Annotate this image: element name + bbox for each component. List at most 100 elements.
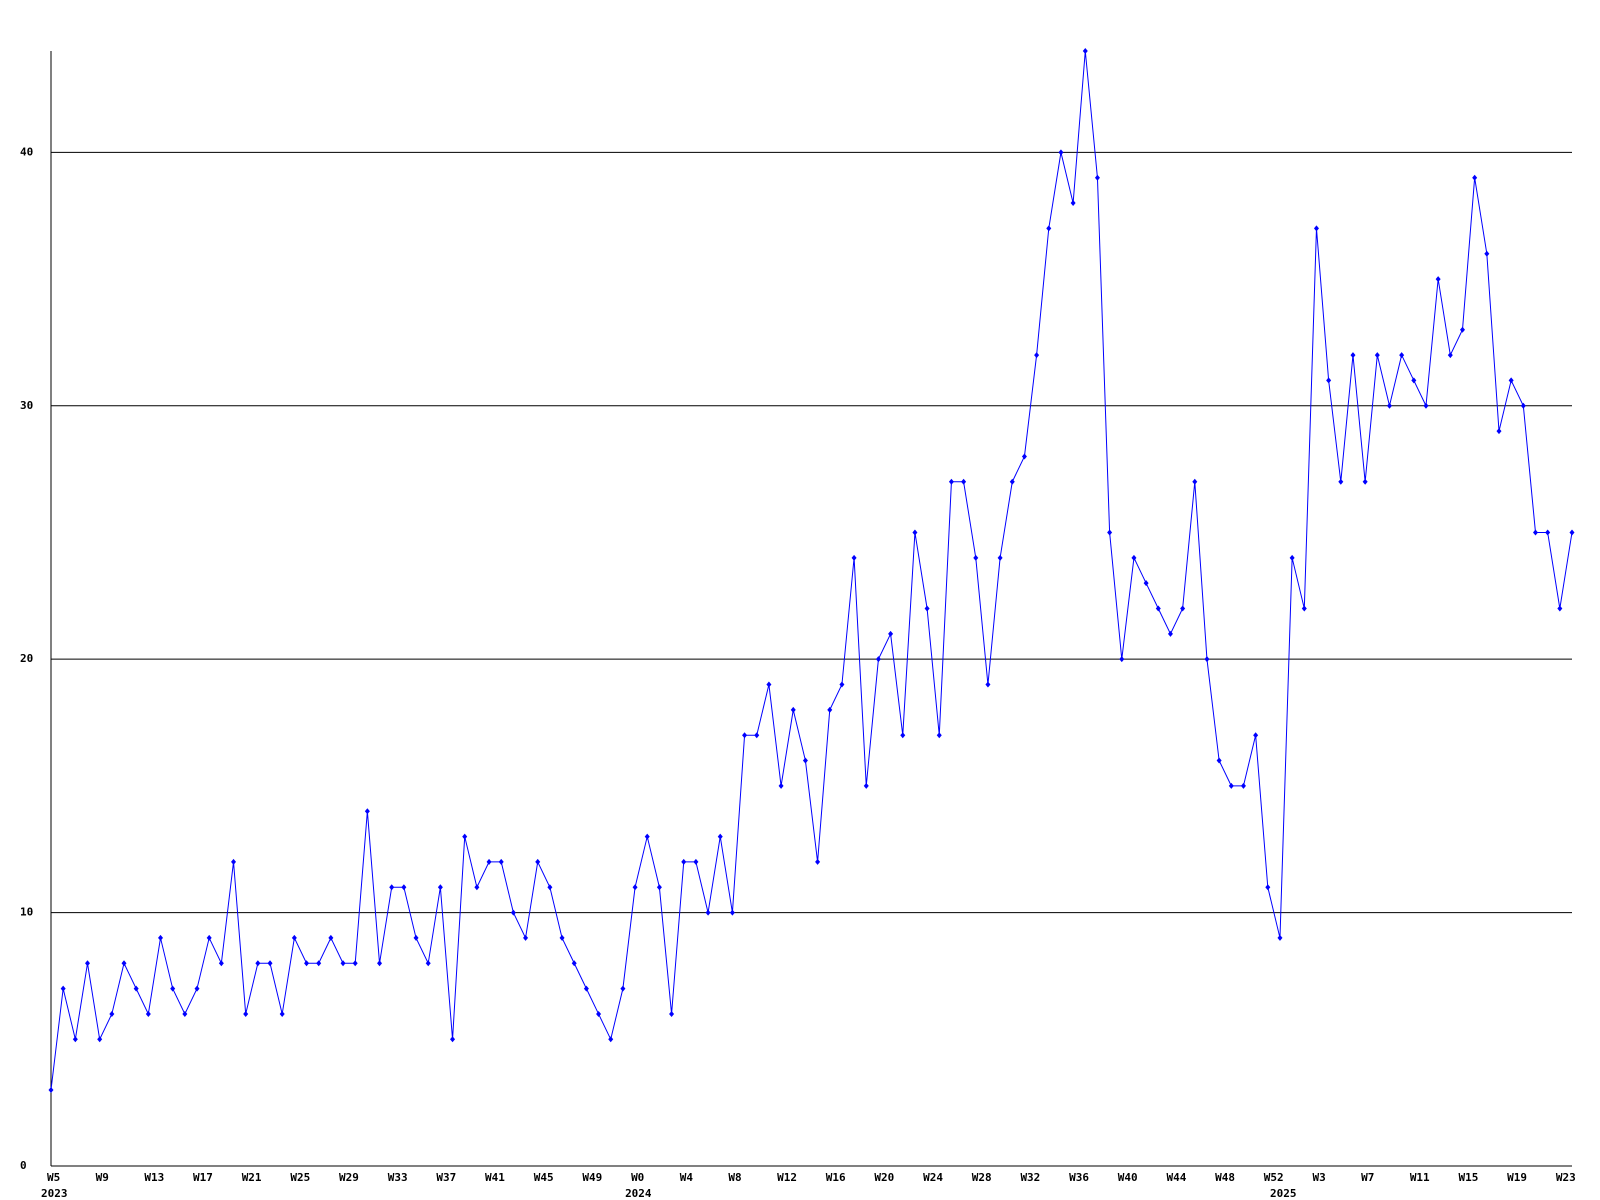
data-point	[72, 1036, 78, 1043]
data-point	[1399, 352, 1405, 359]
data-point	[1508, 377, 1514, 384]
data-point	[766, 681, 772, 688]
data-point	[839, 681, 845, 688]
data-point	[1435, 276, 1441, 283]
data-point	[535, 858, 541, 865]
data-point	[97, 1036, 103, 1043]
data-point	[644, 833, 650, 840]
data-point	[1143, 580, 1149, 587]
data-point	[291, 934, 297, 941]
data-point	[182, 1010, 188, 1017]
x-tick-label: W40	[1118, 1171, 1138, 1184]
data-point	[1423, 402, 1429, 409]
x-tick-label: W4	[680, 1171, 694, 1184]
data-point	[961, 478, 967, 485]
data-point	[121, 960, 127, 967]
x-tick-label: W36	[1069, 1171, 1089, 1184]
data-point	[145, 1010, 151, 1017]
data-point	[1545, 529, 1551, 536]
data-point	[328, 934, 334, 941]
data-point	[815, 858, 821, 865]
data-point	[1228, 782, 1234, 789]
data-point	[389, 884, 395, 891]
data-point	[1569, 529, 1575, 536]
x-tick-label: W12	[777, 1171, 797, 1184]
data-point	[1204, 656, 1210, 663]
data-point	[1094, 174, 1100, 181]
data-point	[620, 985, 626, 992]
x-tick-label: W24	[923, 1171, 943, 1184]
data-point	[316, 960, 322, 967]
data-point	[1046, 225, 1052, 232]
data-point	[462, 833, 468, 840]
data-point	[1119, 656, 1125, 663]
data-point	[243, 1010, 249, 1017]
data-point	[1484, 250, 1490, 257]
x-tick-label: W3	[1312, 1171, 1325, 1184]
x-tick-label: W25	[290, 1171, 310, 1184]
data-point	[632, 884, 638, 891]
data-point	[486, 858, 492, 865]
x-tick-label: W20	[874, 1171, 894, 1184]
x-tick-label: W37	[436, 1171, 456, 1184]
data-point	[985, 681, 991, 688]
data-point	[1411, 377, 1417, 384]
data-point	[1131, 554, 1137, 561]
data-point	[425, 960, 431, 967]
x-tick-label: W17	[193, 1171, 213, 1184]
data-point	[924, 605, 930, 612]
data-point	[109, 1010, 115, 1017]
data-point	[547, 884, 553, 891]
data-point	[1216, 757, 1222, 764]
data-point	[681, 858, 687, 865]
data-point	[1557, 605, 1563, 612]
data-point	[413, 934, 419, 941]
data-point	[1472, 174, 1478, 181]
data-point	[608, 1036, 614, 1043]
data-point	[1253, 732, 1259, 739]
data-point	[401, 884, 407, 891]
data-point	[510, 909, 516, 916]
x-tick-label: W44	[1166, 1171, 1186, 1184]
data-point	[888, 630, 894, 637]
data-point	[231, 858, 237, 865]
data-point	[742, 732, 748, 739]
data-point	[523, 934, 529, 941]
x-tick-label: W11	[1410, 1171, 1430, 1184]
data-point	[669, 1010, 675, 1017]
data-point	[948, 478, 954, 485]
data-point	[1277, 934, 1283, 941]
data-point	[279, 1010, 285, 1017]
y-tick-label: 10	[20, 906, 33, 919]
y-tick-label: 20	[20, 652, 33, 665]
year-label: 2025	[1270, 1187, 1297, 1200]
data-point	[1313, 225, 1319, 232]
data-point	[1058, 149, 1064, 156]
data-point	[85, 960, 91, 967]
data-point	[1155, 605, 1161, 612]
data-point	[60, 985, 66, 992]
x-tick-label: W29	[339, 1171, 359, 1184]
data-point	[1338, 478, 1344, 485]
data-point	[364, 808, 370, 815]
x-tick-label: W15	[1458, 1171, 1478, 1184]
data-point	[802, 757, 808, 764]
data-point	[1070, 200, 1076, 207]
data-point	[1374, 352, 1380, 359]
x-tick-label: W9	[96, 1171, 109, 1184]
data-point	[340, 960, 346, 967]
data-point	[1520, 402, 1526, 409]
x-tick-label: W41	[485, 1171, 505, 1184]
x-tick-label: W5	[47, 1171, 60, 1184]
x-tick-label: W23	[1556, 1171, 1576, 1184]
data-point	[559, 934, 565, 941]
data-point	[1301, 605, 1307, 612]
data-point	[1082, 48, 1088, 54]
data-point	[875, 656, 881, 663]
data-point	[717, 833, 723, 840]
data-point	[474, 884, 480, 891]
x-tick-label: W32	[1020, 1171, 1040, 1184]
data-point	[851, 554, 857, 561]
data-point	[827, 706, 833, 713]
